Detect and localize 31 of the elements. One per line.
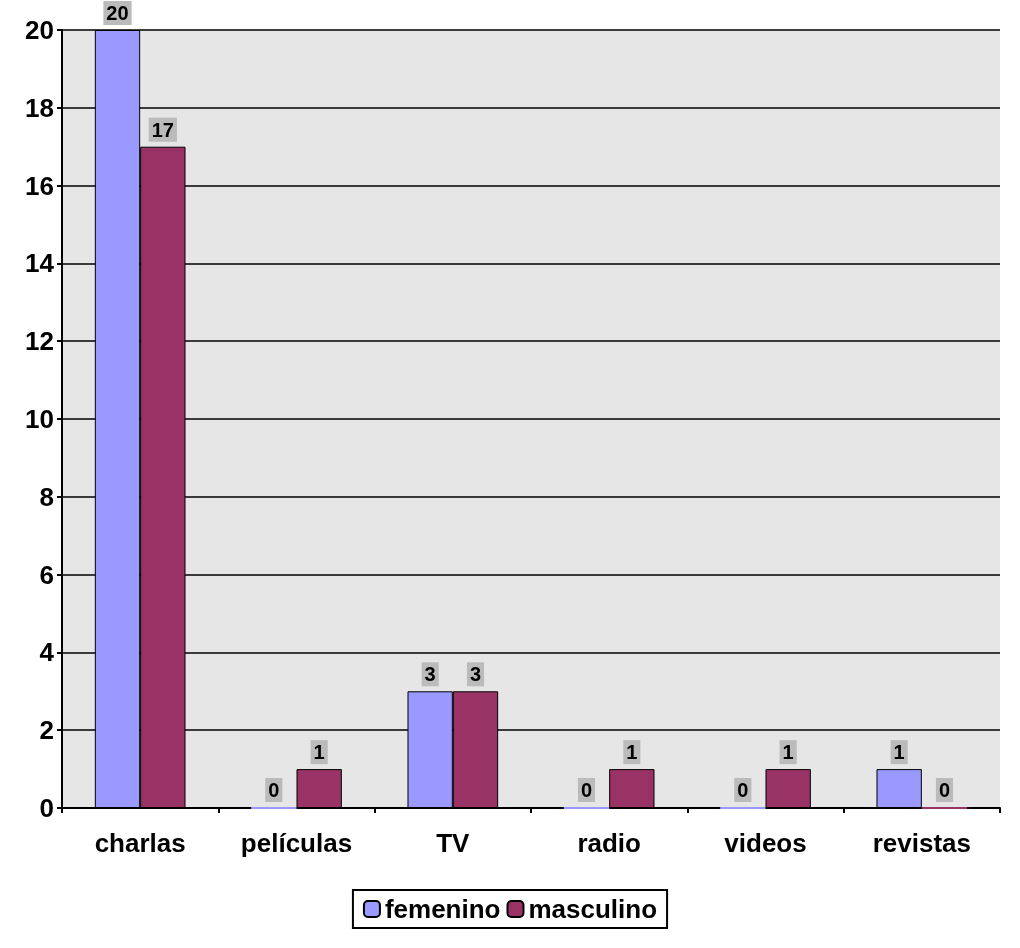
y-tick-label: 14 (25, 248, 55, 279)
data-label: 1 (782, 741, 794, 764)
x-tick-label: videos (724, 828, 807, 858)
y-tick-label: 12 (25, 326, 54, 357)
data-label: 20 (106, 2, 129, 24)
data-label: 0 (737, 779, 749, 801)
x-tick-label: radio (577, 828, 641, 858)
x-tick-label: revistas (872, 828, 971, 858)
y-tick-label: 2 (39, 715, 54, 746)
legend-label: masculino (528, 894, 658, 924)
data-label: 3 (424, 663, 436, 686)
x-tick-label: películas (240, 828, 353, 858)
data-label: 0 (268, 779, 280, 801)
y-tick-label: 10 (25, 404, 54, 434)
y-tick-label: 8 (39, 481, 54, 512)
x-tick-label: charlas (94, 828, 186, 858)
x-tick-label: TV (436, 828, 471, 858)
y-tick-label: 16 (25, 170, 54, 201)
data-label: 1 (893, 741, 905, 764)
data-label: 17 (151, 118, 174, 141)
data-label: 1 (313, 741, 325, 764)
data-label: 1 (626, 741, 638, 764)
y-tick-label: 20 (25, 15, 54, 45)
y-tick-label: 0 (39, 793, 54, 823)
data-label: 3 (469, 663, 482, 686)
data-label: 0 (938, 779, 951, 801)
data-label: 0 (580, 779, 593, 801)
y-tick-label: 4 (39, 637, 55, 668)
legend-label: femenino (384, 894, 501, 924)
y-tick-label: 18 (25, 92, 54, 123)
y-tick-label: 6 (39, 559, 54, 590)
